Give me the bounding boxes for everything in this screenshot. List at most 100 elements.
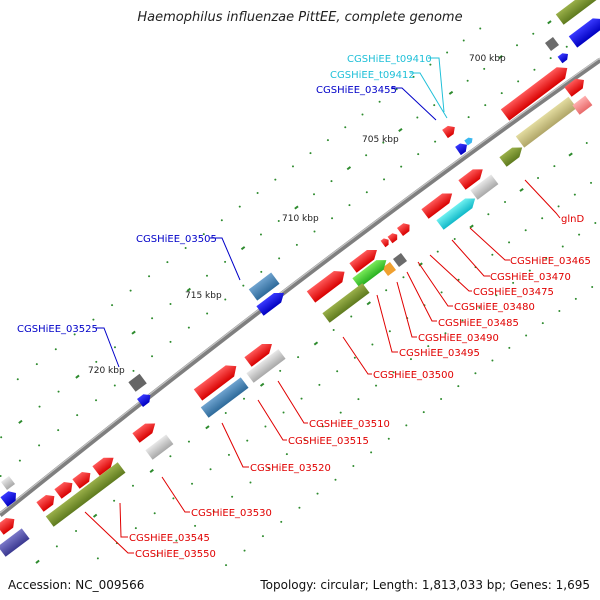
- gene-label[interactable]: CGSHiEE_03530: [191, 508, 272, 519]
- scale-dot: [18, 459, 21, 462]
- gene-arrow[interactable]: [349, 245, 380, 273]
- gene-arrow[interactable]: [396, 221, 413, 236]
- gene-label[interactable]: CGSHiEE_03490: [418, 333, 499, 344]
- scale-dot: [282, 411, 285, 414]
- gene-arrow[interactable]: [352, 255, 390, 288]
- scale-dot: [191, 482, 194, 485]
- gene-arrow[interactable]: [557, 51, 571, 64]
- scale-dot: [300, 397, 303, 400]
- gene-label[interactable]: CGSHiEE_03505: [136, 234, 217, 245]
- gene-arrow[interactable]: [0, 488, 19, 507]
- scale-dot: [561, 245, 564, 248]
- gene-label[interactable]: CGSHiEE_03525: [17, 324, 98, 335]
- gene-arrow[interactable]: [0, 514, 18, 535]
- scale-tick: [366, 301, 371, 306]
- gene-label[interactable]: CGSHiEE_03500: [373, 370, 454, 381]
- gene-label[interactable]: CGSHiEE_03545: [129, 533, 210, 544]
- gene-label[interactable]: CGSHiEE_03520: [250, 463, 331, 474]
- gene-block[interactable]: [555, 0, 600, 25]
- gene-arrow[interactable]: [564, 75, 587, 97]
- gene-arrow[interactable]: [244, 339, 275, 367]
- gene-arrow[interactable]: [387, 231, 400, 244]
- scale-dot: [387, 437, 390, 440]
- gene-label[interactable]: CGSHiEE_t09412: [330, 70, 415, 81]
- scale-dot: [111, 304, 114, 307]
- gene-arrow[interactable]: [500, 62, 572, 121]
- scale-dot: [303, 439, 306, 442]
- gene-arrow[interactable]: [193, 361, 241, 401]
- scale-dot: [375, 384, 378, 387]
- scale-dot: [525, 334, 528, 337]
- gene-arrow[interactable]: [136, 391, 153, 407]
- gene-label[interactable]: CGSHiEE_03455: [316, 85, 397, 96]
- gene-label[interactable]: CGSHiEE_03480: [454, 302, 535, 313]
- gene-block[interactable]: [0, 528, 30, 557]
- scale-dot: [326, 139, 329, 142]
- gene-block[interactable]: [470, 174, 499, 200]
- gene-arrow[interactable]: [380, 237, 391, 248]
- gene-arrow[interactable]: [455, 141, 470, 156]
- gene-block[interactable]: [128, 373, 147, 392]
- scale-tick: [519, 187, 524, 192]
- scale-dot: [332, 328, 335, 331]
- scale-dot: [444, 332, 447, 335]
- scale-dot: [385, 289, 388, 292]
- scale-tick: [92, 513, 98, 518]
- gene-block[interactable]: [145, 434, 174, 460]
- gene-arrow[interactable]: [421, 189, 455, 219]
- gene-label[interactable]: CGSHiEE_03475: [473, 287, 554, 298]
- gene-block[interactable]: [246, 349, 286, 383]
- gene-label[interactable]: CGSHiEE_03470: [490, 272, 571, 283]
- scale-dot: [249, 481, 252, 484]
- scale-tick: [498, 55, 503, 59]
- gene-block[interactable]: [200, 377, 249, 418]
- gene-label[interactable]: CGSHiEE_03495: [399, 348, 480, 359]
- scale-dot: [38, 444, 41, 447]
- scale-dot: [585, 141, 588, 144]
- gene-block[interactable]: [572, 95, 593, 115]
- gene-block[interactable]: [45, 462, 126, 527]
- gene-block[interactable]: [0, 475, 15, 490]
- gene-block[interactable]: [515, 96, 577, 148]
- gene-track-outer: [0, 0, 600, 557]
- gene-label[interactable]: CGSHiEE_03465: [510, 256, 591, 267]
- gene-arrow[interactable]: [256, 288, 287, 316]
- scale-dot: [256, 192, 259, 195]
- gene-label[interactable]: CGSHiEE_t09410: [347, 54, 432, 65]
- scale-dot: [169, 455, 172, 458]
- scale-dot: [318, 383, 321, 386]
- scale-tick: [259, 382, 265, 387]
- scale-dot: [331, 217, 334, 220]
- gene-block[interactable]: [381, 261, 396, 276]
- gene-block[interactable]: [248, 272, 280, 301]
- gene-arrow[interactable]: [458, 165, 486, 190]
- scale-tick: [186, 287, 191, 292]
- gene-block[interactable]: [322, 283, 370, 323]
- trna-marker[interactable]: [464, 136, 474, 146]
- gene-arrow[interactable]: [306, 266, 349, 303]
- gene-arrow[interactable]: [54, 478, 76, 499]
- scale-dot: [151, 317, 154, 320]
- scale-dot: [422, 411, 425, 414]
- gene-arrow[interactable]: [132, 419, 158, 443]
- scale-dot: [382, 141, 385, 144]
- gene-label[interactable]: CGSHiEE_03485: [438, 318, 519, 329]
- gene-label[interactable]: glnD: [561, 214, 584, 225]
- gene-label[interactable]: CGSHiEE_03550: [135, 549, 216, 560]
- gene-block[interactable]: [392, 252, 407, 267]
- scale-dot: [172, 497, 175, 500]
- gene-arrow[interactable]: [442, 123, 458, 139]
- scale-dot: [557, 205, 560, 208]
- scale-rings: [0, 20, 597, 567]
- gene-label[interactable]: CGSHiEE_03515: [288, 436, 369, 447]
- scale-dot: [274, 178, 277, 181]
- scale-dot: [416, 116, 419, 119]
- gene-arrow[interactable]: [72, 468, 94, 489]
- gene-arrow[interactable]: [568, 14, 600, 48]
- gene-arrow[interactable]: [36, 491, 58, 512]
- gene-arrow[interactable]: [436, 194, 478, 230]
- gene-label[interactable]: CGSHiEE_03510: [309, 419, 390, 430]
- gene-arrow[interactable]: [92, 453, 117, 476]
- gene-arrow[interactable]: [499, 143, 525, 167]
- gene-block[interactable]: [544, 36, 559, 51]
